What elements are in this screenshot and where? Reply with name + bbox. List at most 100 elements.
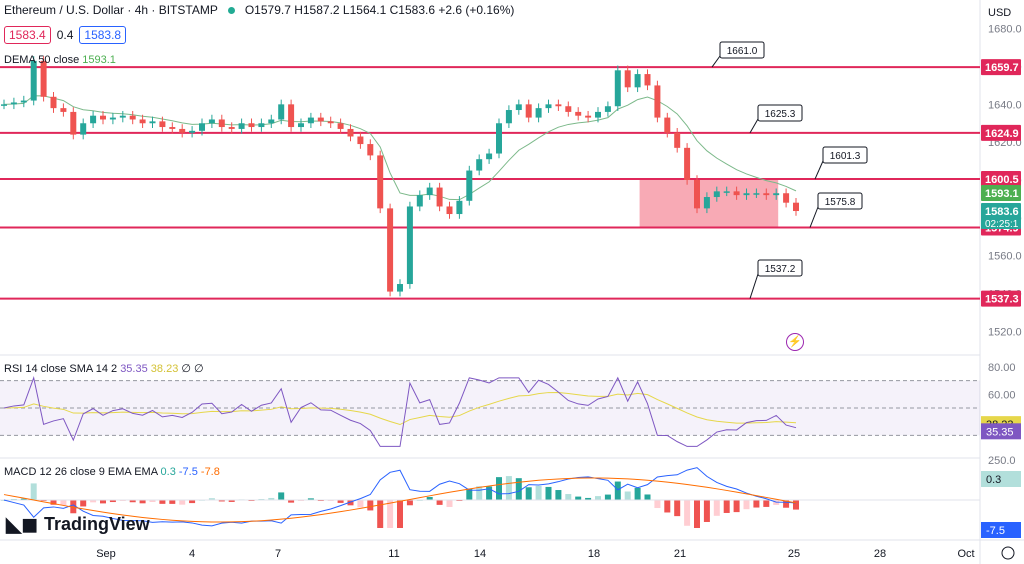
candle-body [565,106,572,112]
candle-body [743,193,750,196]
macd-histogram-bar [347,500,354,506]
spread-value: 0.4 [56,28,74,42]
candle-body [674,132,681,148]
candle-body [694,180,700,209]
candle-body [654,85,661,118]
macd-histogram-bar [713,500,720,516]
candle-body [426,187,433,196]
macd-histogram-bar [30,483,37,500]
candle-body [80,123,87,135]
macd-histogram-bar [486,486,493,500]
level-price-badge: 1600.5 [985,174,1019,186]
macd-histogram-bar [377,500,384,528]
callout-box [757,259,803,277]
rsi-sma-value: 38.23 [150,363,179,375]
candle-body [90,115,97,124]
macd-hist-badge-bg [981,471,1021,487]
macd-histogram-bar [179,500,186,505]
time-tick-label: 21 [674,548,686,560]
candle-body [149,121,156,124]
macd-histogram-bar [357,500,364,508]
time-tick-label: 11 [388,548,399,560]
callout-pointer [814,160,824,180]
rsi-label: RSI 14 close SMA 14 2 [4,363,118,375]
last-price-badge: 1583.6 [985,206,1019,218]
macd-histogram-bar [733,500,740,513]
candle-body [713,191,720,198]
macd-histogram-bar [595,496,601,500]
candle-body [397,284,403,292]
time-tick-label: 25 [788,548,800,560]
rsi-sma-line [3,392,797,426]
candle-body [357,136,364,145]
candle-body [189,130,196,133]
symbol-title[interactable]: Ethereum / U.S. Dollar · 4h · BITSTAMP [4,3,218,17]
candle-body [604,106,611,112]
level-price-badge: 1624.9 [985,128,1019,140]
countdown-label: 02:25:1 [985,219,1019,230]
candle-body [109,117,116,120]
callout-box [757,104,803,122]
macd-histogram-bar [109,500,116,503]
candle-body [476,159,483,171]
candle-body [753,193,760,195]
macd-histogram-bar [753,500,760,508]
candle-body [446,206,453,215]
buy-price-button[interactable]: 1583.8 [79,26,127,44]
macd-histogram-bar [654,500,661,509]
candle-body [30,60,37,101]
rsi-legend[interactable]: RSI 14 close SMA 14 2 35.35 38.23 ∅ ∅ [4,362,204,375]
candle-body [119,115,126,118]
candle-body [436,187,443,207]
callout-box [817,192,863,210]
macd-histogram-bar [743,500,750,510]
market-open-icon [227,6,235,14]
tradingview-logo-icon: ◣◼ [6,514,38,536]
callout-label: 1575.8 [825,197,856,208]
candle-body [129,115,136,120]
candle-body [466,170,473,201]
level-price-badge-bg [981,124,1021,141]
macd-legend[interactable]: MACD 12 26 close 9 EMA EMA 0.3 -7.5 -7.8 [4,466,220,478]
candle-body [733,191,740,196]
candle-body [199,123,205,131]
dema-legend[interactable]: DEMA 50 close 1593.1 [4,54,116,66]
lightning-icon[interactable]: ⚡ [786,333,804,351]
callout-label: 1625.3 [765,109,796,120]
candle-body [763,193,770,196]
candle-body [486,153,493,160]
level-price-badge: 1659.7 [985,62,1019,74]
macd-histogram-bar [208,498,215,500]
rsi-line [3,376,797,447]
rsi-extra: ∅ ∅ [181,363,204,375]
macd-histogram-bar [496,477,502,500]
candle-body [367,144,374,156]
macd-histogram-bar [70,500,77,514]
macd-signal-value: -7.8 [200,466,220,478]
brand-name: TradingView [43,514,150,534]
candle-body [555,104,562,107]
macd-histogram-bar [644,494,651,500]
macd-histogram-bar [406,500,413,506]
rsi-badge-bg [981,423,1021,440]
macd-histogram-bar [367,500,374,511]
candle-body [644,74,651,86]
macd-line-badge: -7.5 [986,525,1005,537]
candle-body [327,121,334,124]
macd-histogram-bar [268,497,275,500]
macd-histogram-bar [634,487,641,500]
macd-histogram-bar [436,500,443,505]
callout-label: 1601.3 [830,151,861,162]
candle-body [278,104,285,120]
candle-body [793,202,799,212]
settings-gear-icon[interactable] [1001,546,1015,560]
candle-body [525,104,532,118]
candle-body [288,104,295,128]
sell-price-button[interactable]: 1583.4 [4,26,51,44]
macd-histogram-bar [446,500,453,507]
macd-line [3,467,797,527]
candle-body [1,104,7,106]
macd-histogram-bar [228,500,235,502]
candle-body [50,96,57,109]
